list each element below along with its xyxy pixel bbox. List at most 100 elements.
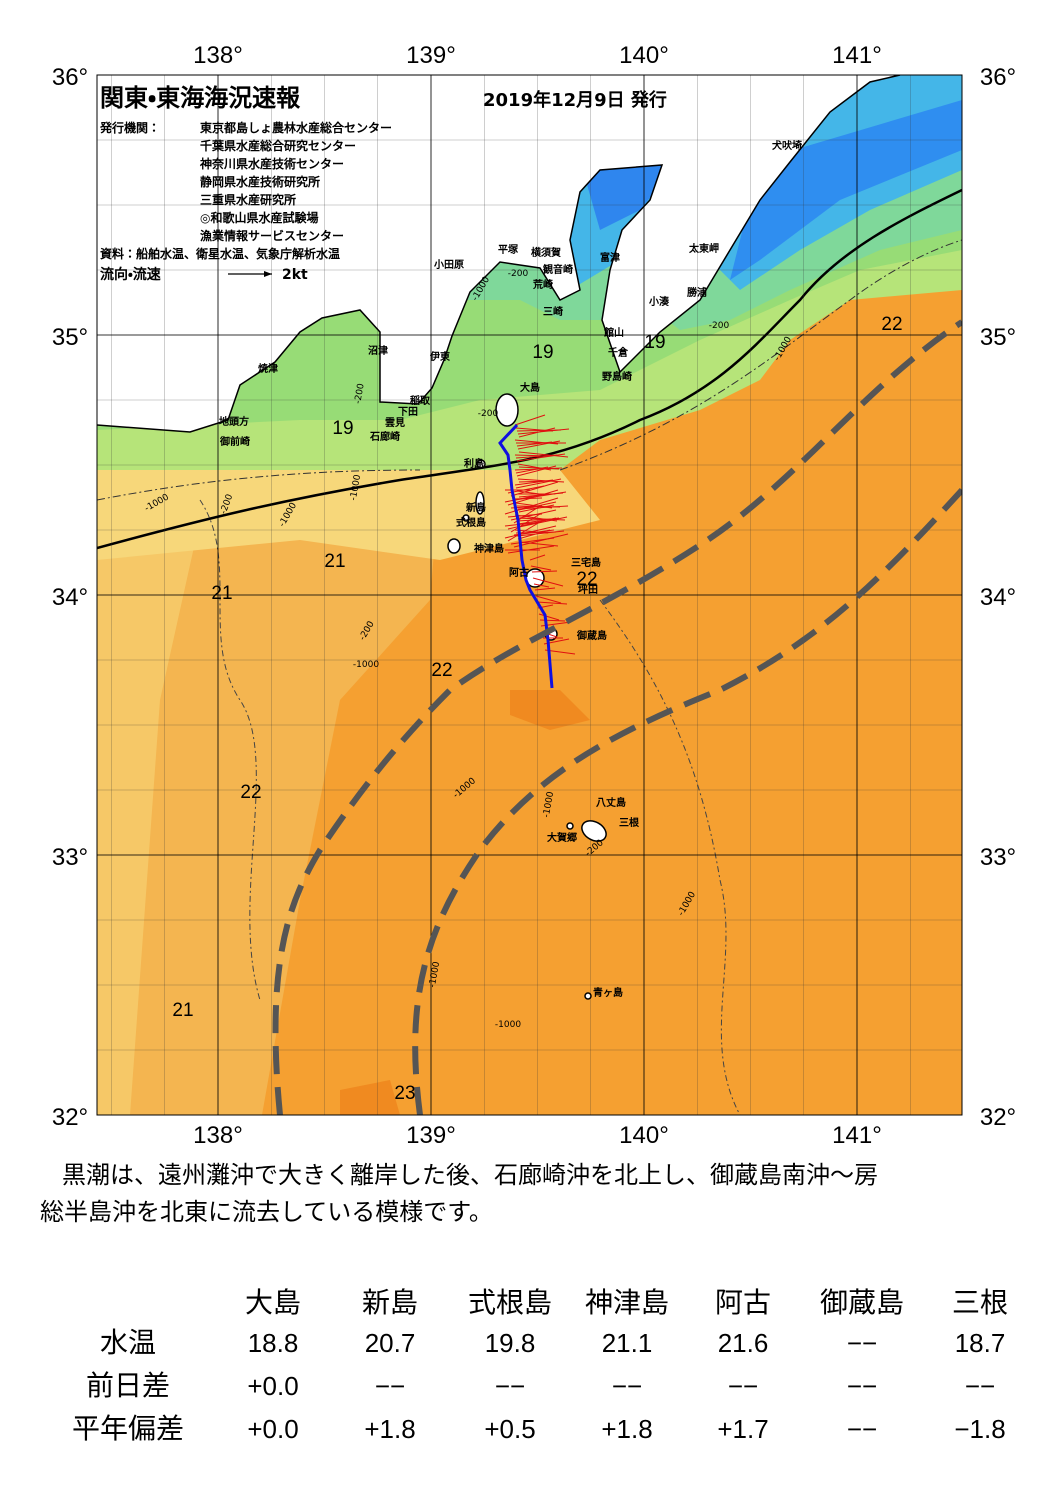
source: 資料：船舶水温、衛星水温、気象庁解析水温 [100,246,340,261]
current-vector [518,516,568,528]
table-cell: +0.0 [247,1371,298,1401]
place-name: 小湊 [648,295,670,308]
place-name: 勝浦 [687,286,707,299]
current-vector [507,489,559,506]
island [495,393,519,427]
temp-label: 21 [324,551,345,572]
current-vector [517,478,565,483]
table-cell: −− [847,1328,877,1358]
lon-label: 138° [193,1122,243,1149]
zone [340,1080,400,1115]
island [462,514,470,522]
temp-label: 19 [532,342,553,363]
place-name: 御前崎 [219,435,250,448]
lon-label: 141° [832,42,882,69]
current-vector [517,428,570,435]
island [584,992,592,1000]
current-vector [516,453,566,462]
depth-label: -1000 [542,791,556,819]
island [476,459,486,469]
current-vectors [504,414,576,655]
temp-label: 21 [172,1000,193,1021]
current-vector [534,587,556,591]
issue-date: 2019年12月9日 発行 [483,89,667,111]
current-vector [513,533,569,548]
depth-contour [97,239,962,501]
place-name: 富津 [600,251,620,264]
table-cell: 18.7 [955,1328,1006,1358]
current-vector [515,466,549,474]
depth-label: -1000 [349,474,363,502]
zone [730,100,962,280]
current-vector [533,583,550,588]
current-vector [507,485,545,494]
place-name: 下田 [398,406,418,418]
place-name: 御蔵島 [576,629,607,642]
table-cell: −− [612,1371,642,1401]
current-vector [507,517,557,530]
current-vector [515,478,562,489]
place-name: 犬吠埼 [772,139,802,152]
current-vector [531,570,558,573]
place-name: 阿古 [509,566,529,579]
kuroshio-axis [272,319,962,1115]
lon-label: 141° [832,1122,882,1149]
table-cell: 21.6 [718,1328,769,1358]
place-name: 三根 [619,816,640,829]
depth-label: -200 [508,269,529,279]
place-name: 観音崎 [543,263,573,276]
zone [580,160,680,230]
issuer: 神奈川県水産技術センター [199,156,344,171]
column-header: 阿古 [715,1286,771,1319]
current-vector [516,441,553,447]
place-name: 石廊崎 [369,430,400,443]
place-name: 青ヶ島 [593,986,623,999]
temp-label: 19 [332,418,353,439]
depth-contour [199,499,741,1115]
lon-label: 138° [193,42,243,69]
issuer: 東京都島しょ農林水産総合センター [200,120,392,135]
current-vector [507,521,541,542]
current-vector [504,497,559,515]
place-name: 雲見 [385,417,405,429]
zone [97,470,440,1115]
table-cell: −1.8 [954,1414,1005,1444]
place-name: 小田原 [433,258,464,271]
table-cell: +1.8 [601,1414,652,1444]
column-header: 三根 [952,1286,1008,1319]
current-vector [504,525,557,539]
issuer: 漁業情報サービスセンター [200,228,344,243]
place-name: 大島 [520,381,540,394]
current-vector [530,565,552,571]
place-name: 太東岬 [688,242,719,255]
island [581,820,607,842]
current-vector [518,451,569,458]
row-label: 前日差 [86,1369,170,1402]
temp-label: 22 [431,660,452,681]
table-cell: −− [965,1371,995,1401]
place-name: 横須賀 [531,246,561,259]
lat-label: 32° [52,1104,88,1131]
labels: 138° 138° 139° 139° 140° 140° 141° 141° 36° 36° 35… [40,42,1016,1445]
depth-label: -1000 [495,1020,521,1030]
depth-label: -1000 [353,660,379,670]
issuer: 千葉県水産総合研究センター [200,138,356,153]
title: 関東・東海海況速報 [100,84,301,112]
island [475,491,485,515]
graticule [97,75,962,1115]
place-name: 伊東 [429,350,450,363]
row-label: 水温 [100,1326,156,1359]
place-name: 平塚 [498,243,519,256]
temp-label: 22 [881,314,902,335]
depth-label: -200 [478,409,499,419]
current-vector [516,465,557,477]
lon-label: 140° [619,42,669,69]
place-name: 神津島 [473,542,504,555]
place-name: 八丈島 [596,796,626,809]
place-name: 利島 [464,457,484,470]
lat-label: 33° [52,844,88,871]
place-name: 地頭方 [219,415,249,428]
current-vector [532,577,564,587]
table-cell: −− [847,1371,877,1401]
